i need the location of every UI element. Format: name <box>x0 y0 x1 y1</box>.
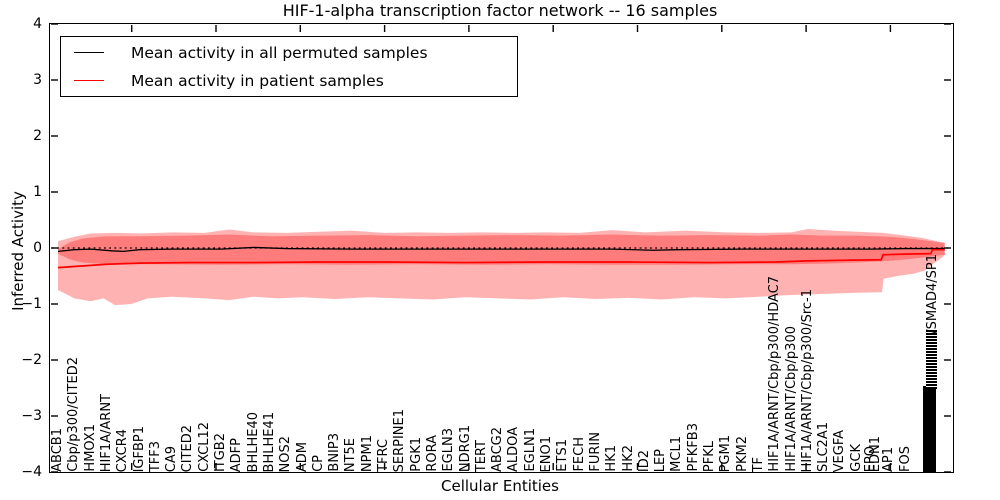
x-tick-label: BNIP3 <box>327 433 343 472</box>
legend-line-sample-black <box>74 52 104 53</box>
x-tick-label: NDRG1 <box>457 424 473 472</box>
x-tick-label: ID2 <box>636 449 652 472</box>
x-tick-label: NOS2 <box>278 435 294 472</box>
x-tick-label: VEGFA <box>832 429 848 472</box>
x-tick-label: TFF3 <box>147 440 163 472</box>
x-tick-label: SLC2A1 <box>816 421 832 472</box>
overlapping-labels-blob <box>923 386 936 472</box>
x-tick-label: FURIN <box>587 432 603 472</box>
x-tick-label: EGLN3 <box>441 428 457 472</box>
x-tick-label: FECH <box>571 437 587 472</box>
y-tick-label: −3 <box>21 408 42 424</box>
patient-mean-line <box>57 248 945 269</box>
x-tick-label: NPM1 <box>359 434 375 472</box>
legend-item-patient: Mean activity in patient samples <box>61 67 517 95</box>
legend-line-sample-red <box>74 80 104 81</box>
y-tick-label: 4 <box>33 16 42 32</box>
x-tick-label: ABCB1 <box>50 428 65 472</box>
legend-label-patient: Mean activity in patient samples <box>131 71 384 90</box>
legend-item-permuted: Mean activity in all permuted samples <box>61 39 517 67</box>
x-tick-label: CA9 <box>164 445 180 472</box>
x-tick-label: HIF1A/ARNT <box>98 393 114 472</box>
x-axis-label: Cellular Entities <box>441 477 559 495</box>
x-tick-label: BHLHE41 <box>261 411 277 472</box>
x-tick-label: HK1 <box>604 445 620 472</box>
x-tick-label: PGK1 <box>408 437 424 472</box>
legend: Mean activity in all permuted samples Me… <box>60 36 518 97</box>
x-tick-label: TERT <box>473 439 489 472</box>
x-tick-label: IGFBP1 <box>131 425 147 472</box>
x-tick-label: FOS <box>897 446 913 472</box>
x-tick-label: Cbp/p300/CITED2 <box>66 357 82 472</box>
x-tick-label: HK2 <box>620 445 636 472</box>
y-tick-label: −4 <box>21 464 42 480</box>
x-tick-label: TFRC <box>376 439 391 472</box>
x-tick-label: GCK <box>848 444 864 472</box>
x-tick-label: BHLHE40 <box>245 411 261 472</box>
y-tick-label: 1 <box>33 184 42 200</box>
x-tick-label: ITGB2 <box>213 432 228 472</box>
x-tick-label: HIF1A/ARNT/Cbp/p300 <box>783 326 799 472</box>
x-tick-label: PKM2 <box>734 436 750 472</box>
x-tick-label: HIF1A/ARNT/Cbp/p300/Src-1 <box>799 288 815 472</box>
x-tick-label: PFKFB3 <box>685 423 701 472</box>
y-tick-label: 0 <box>33 240 42 256</box>
x-tick-label: CXCR4 <box>115 428 131 472</box>
x-tick-label: HIF1A/ARNT/Cbp/p300/HDAC7 <box>767 276 783 472</box>
y-tick-label: 3 <box>33 72 42 88</box>
x-tick-label: RORA <box>424 435 440 472</box>
permuted-mean-line <box>57 246 945 253</box>
y-tick-label: 2 <box>33 128 42 144</box>
plot-area-border <box>49 23 954 473</box>
x-tick-label: CITED2 <box>180 424 196 472</box>
x-tick-label: AP1 <box>881 446 897 472</box>
x-tick-label: TF <box>750 456 766 472</box>
y-tick-label: −1 <box>21 296 42 312</box>
x-tick-label: PGM1 <box>718 434 734 472</box>
x-tick-label-cluster: /SMAD4/SP1 <box>925 254 940 334</box>
x-tick-label: HMOX1 <box>82 424 98 472</box>
x-tick-label: CXCL12 <box>196 422 212 472</box>
x-tick-label: ALDOA <box>506 426 522 472</box>
x-tick-label: ABCG2 <box>490 426 506 472</box>
chart-title: HIF-1-alpha transcription factor network… <box>282 1 718 20</box>
x-tick-label: ADM <box>294 441 310 472</box>
y-tick-label: −2 <box>21 352 42 368</box>
overlapping-labels-blob-upper <box>926 329 937 389</box>
x-tick-label: CP <box>310 455 326 472</box>
x-tick-label: ADFP <box>229 437 245 472</box>
x-tick-label: ENO1 <box>539 435 554 472</box>
x-tick-label: SERPINE1 <box>392 408 408 472</box>
x-tick-label: NT5E <box>343 437 359 472</box>
legend-label-permuted: Mean activity in all permuted samples <box>131 43 428 62</box>
x-tick-label: LEP <box>653 448 669 472</box>
x-tick-label: ETS1 <box>555 439 571 472</box>
x-tick-label: PFKL <box>702 440 717 472</box>
x-tick-label: EGLN1 <box>522 428 538 472</box>
x-tick-label: MCL1 <box>669 436 685 472</box>
